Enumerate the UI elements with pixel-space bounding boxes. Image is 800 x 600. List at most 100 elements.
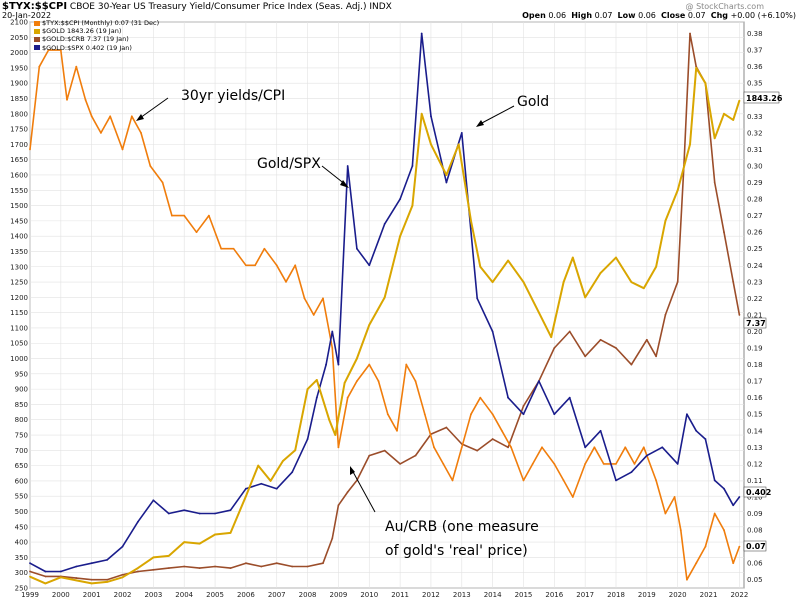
data-point xyxy=(704,82,707,85)
data-point xyxy=(100,131,102,134)
data-point xyxy=(507,259,509,262)
arrowhead-spx xyxy=(340,180,349,188)
data-point xyxy=(414,380,417,383)
data-point xyxy=(673,496,676,498)
x-tick-label: 1999 xyxy=(21,591,39,599)
left-tick-label: 850 xyxy=(15,401,28,409)
data-point xyxy=(738,314,741,316)
right-tick-label: 0.27 xyxy=(747,212,763,220)
data-point xyxy=(75,577,78,579)
data-point xyxy=(183,541,186,544)
data-point xyxy=(645,338,648,341)
annotation-au-crb-2: of gold's 'real' price) xyxy=(385,543,528,559)
annotation-gold: Gold xyxy=(517,94,549,110)
data-point xyxy=(282,460,284,462)
data-point xyxy=(664,512,667,515)
data-point xyxy=(420,112,423,115)
arrow-yields xyxy=(139,97,169,119)
right-tick-label: 0.26 xyxy=(747,229,763,237)
data-point xyxy=(630,471,633,474)
data-point xyxy=(90,562,93,565)
tag-crb-box xyxy=(743,317,767,329)
annotation-au-crb-1: Au/CRB (one measure xyxy=(385,519,539,535)
low-label: Low xyxy=(617,11,636,20)
data-point xyxy=(584,446,587,449)
x-tick-label: 2022 xyxy=(730,591,748,599)
data-point xyxy=(356,380,358,383)
left-tick-label: 250 xyxy=(15,585,28,593)
left-tick-label: 450 xyxy=(15,523,28,531)
data-point xyxy=(275,487,278,490)
data-point xyxy=(713,181,716,184)
data-point xyxy=(713,137,716,140)
x-tick-label: 2009 xyxy=(330,591,348,599)
left-tick-label: 1200 xyxy=(10,294,28,302)
right-tick-label: 0.35 xyxy=(747,80,763,88)
data-point xyxy=(599,338,602,341)
left-tick-label: 1100 xyxy=(10,324,28,332)
data-point xyxy=(723,112,725,115)
x-tick-label: 2005 xyxy=(206,591,224,599)
data-point xyxy=(689,143,691,146)
data-point xyxy=(655,265,657,268)
data-point xyxy=(414,454,417,457)
legend-swatch xyxy=(34,36,40,42)
data-point xyxy=(106,578,109,581)
data-point xyxy=(655,355,657,358)
data-point xyxy=(214,533,216,536)
data-point xyxy=(195,231,198,234)
series-lines xyxy=(29,32,741,585)
left-tick-label: 1350 xyxy=(10,248,28,256)
data-point xyxy=(275,264,278,267)
data-point xyxy=(106,558,109,561)
right-tick-label: 0.37 xyxy=(747,47,763,55)
left-tick-label: 1850 xyxy=(10,95,28,103)
data-point xyxy=(337,363,340,366)
data-point xyxy=(507,446,509,449)
data-point xyxy=(713,479,716,482)
data-point xyxy=(170,214,173,217)
data-point xyxy=(723,231,725,234)
right-tick-label: 0.28 xyxy=(747,196,763,204)
legend-swatch xyxy=(34,28,40,34)
data-point xyxy=(510,446,513,449)
data-point xyxy=(254,264,257,267)
data-point xyxy=(161,181,164,184)
data-point xyxy=(137,570,139,573)
chart-legend: $TYX:$$CPI (Monthly) 0.07 (31 Dec) $GOLD… xyxy=(34,19,159,52)
left-tick-label: 550 xyxy=(15,493,28,501)
data-point xyxy=(346,491,349,493)
data-point xyxy=(686,413,688,416)
left-tick-label: 2000 xyxy=(10,49,28,57)
left-tick-label: 750 xyxy=(15,432,28,440)
arrow-crb xyxy=(351,469,376,513)
quote-readout: Open 0.06 High 0.07 Low 0.06 Close 0.07 … xyxy=(522,11,796,20)
data-point xyxy=(584,355,587,358)
left-tick-label: 1750 xyxy=(10,126,28,134)
data-point xyxy=(420,32,423,35)
data-point xyxy=(676,280,679,283)
data-point xyxy=(90,578,93,581)
x-tick-label: 2012 xyxy=(422,591,440,599)
tag-yields-box xyxy=(743,540,767,552)
x-tick-label: 2019 xyxy=(638,591,656,599)
data-point xyxy=(550,336,553,339)
data-point xyxy=(383,223,386,225)
data-point xyxy=(312,314,315,316)
data-point xyxy=(522,405,525,407)
data-point xyxy=(285,280,287,283)
data-point xyxy=(140,131,142,134)
data-point xyxy=(263,247,266,250)
data-point xyxy=(642,446,645,449)
high-value: 0.07 xyxy=(594,11,613,20)
right-tick-label: 0.32 xyxy=(747,129,763,137)
legend-label: $GOLD 1843.26 (19 Jan) xyxy=(42,27,122,36)
x-tick-label: 2020 xyxy=(669,591,687,599)
left-tick-label: 1900 xyxy=(10,80,28,88)
data-point xyxy=(445,181,448,184)
data-point xyxy=(322,562,324,565)
data-point xyxy=(470,219,472,222)
data-point xyxy=(562,281,565,283)
data-point xyxy=(59,570,62,573)
data-point xyxy=(377,380,380,383)
